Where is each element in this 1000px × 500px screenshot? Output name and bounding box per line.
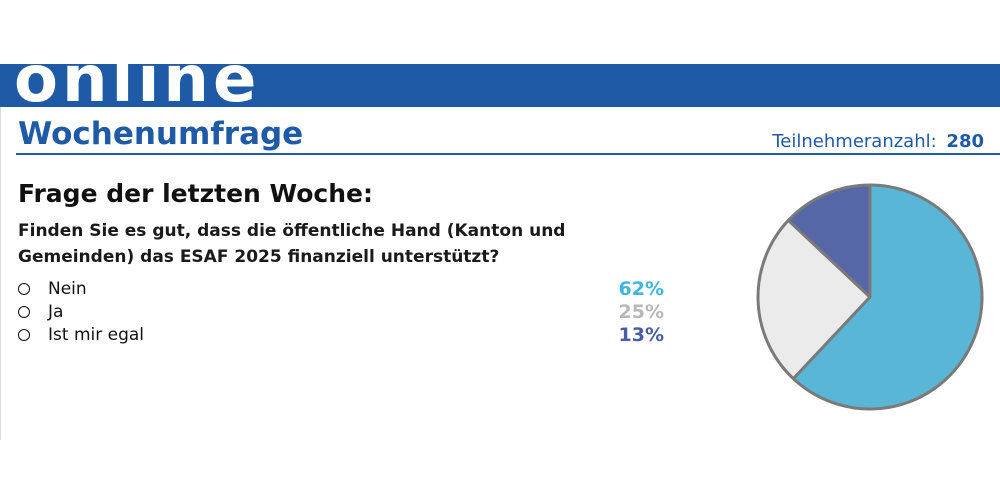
banner-text: online	[14, 64, 261, 107]
pie-slice-ist-mir-egal	[786, 183, 872, 299]
participant-count: Teilnehmeranzahl: 280	[772, 131, 984, 152]
participant-count-value: 280	[946, 131, 984, 152]
answer-option-nein[interactable]: Nein 62%	[18, 277, 668, 300]
answer-option-egal[interactable]: Ist mir egal 13%	[18, 323, 668, 346]
answer-label: Ist mir egal	[48, 324, 145, 345]
left-border	[0, 107, 1, 440]
radio-icon[interactable]	[18, 328, 30, 341]
pie-chart-container	[748, 175, 993, 420]
answer-label: Ja	[48, 301, 64, 322]
question-heading: Frage der letzten Woche:	[18, 179, 373, 208]
pie-slice-ja	[756, 218, 872, 381]
radio-icon[interactable]	[18, 282, 30, 295]
answer-option-ja[interactable]: Ja 25%	[18, 300, 668, 323]
answer-label: Nein	[48, 278, 87, 299]
poll-card: Wochenumfrage Teilnehmeranzahl: 280 Frag…	[0, 107, 1000, 440]
answer-options: Nein 62% Ja 25% Ist mir egal 13%	[18, 277, 668, 346]
answer-percent: 25%	[618, 300, 664, 323]
page-title: Wochenumfrage	[18, 116, 304, 152]
pie-chart	[756, 183, 984, 411]
answer-percent: 62%	[618, 277, 664, 300]
participant-count-label: Teilnehmeranzahl:	[772, 131, 937, 152]
online-banner: online	[0, 64, 1000, 107]
radio-icon[interactable]	[18, 305, 30, 318]
pie-slice-nein	[791, 183, 984, 411]
header-divider	[16, 153, 1000, 155]
answer-percent: 13%	[618, 323, 664, 346]
question-text: Finden Sie es gut, dass die öffentliche …	[18, 221, 566, 267]
